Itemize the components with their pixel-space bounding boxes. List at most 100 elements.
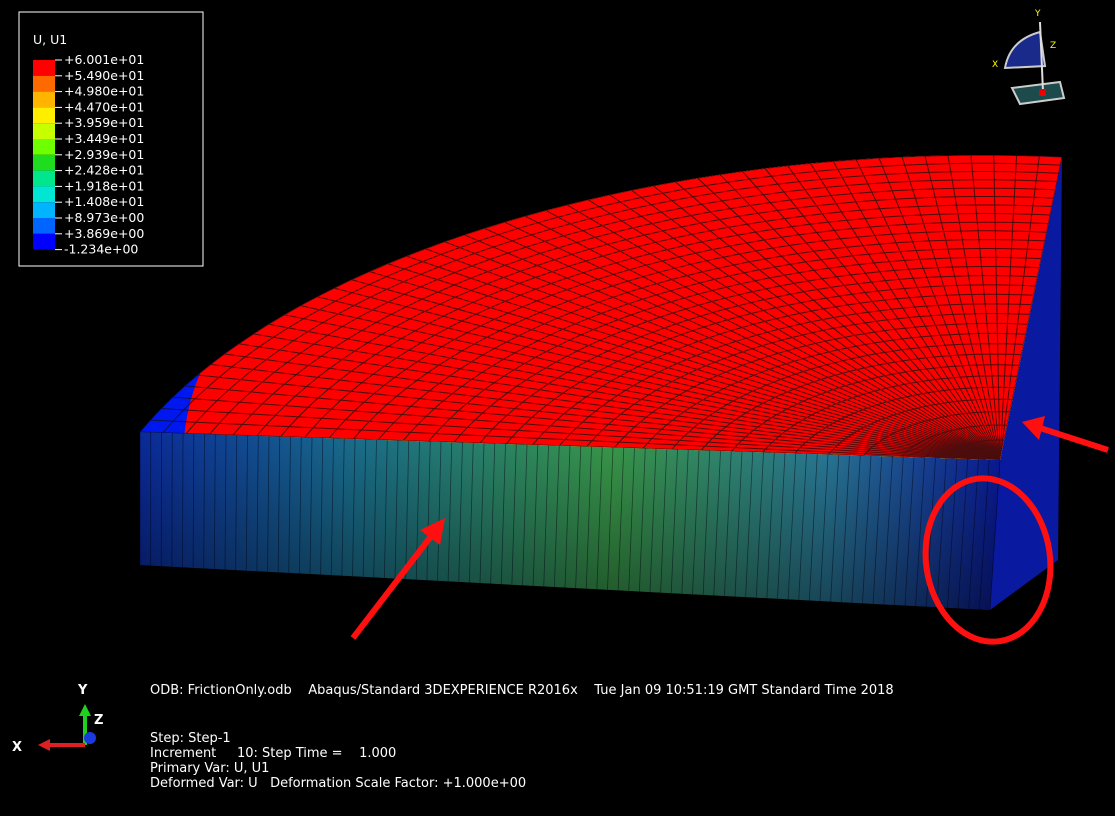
mesh-line xyxy=(764,168,1001,460)
side-mesh-line xyxy=(745,451,754,598)
mesh-ring xyxy=(353,230,1047,440)
side-mesh-line xyxy=(596,447,603,590)
legend-swatch xyxy=(33,233,55,250)
legend-label: +3.959e+01 xyxy=(64,115,144,130)
side-mesh-line xyxy=(989,459,1001,611)
mesh-line xyxy=(653,185,1001,460)
legend-label: +3.869e+00 xyxy=(64,226,144,241)
mesh-ring xyxy=(828,398,1013,455)
legend-title: U, U1 xyxy=(33,32,67,47)
mesh-line xyxy=(832,161,1001,460)
odb-line: ODB: FrictionOnly.odb Abaqus/Standard 3D… xyxy=(150,683,894,698)
mesh-line xyxy=(351,279,1001,460)
mesh-ring xyxy=(505,284,1036,445)
legend-swatch xyxy=(33,60,55,76)
side-mesh-line xyxy=(723,451,732,596)
side-mesh-line xyxy=(936,458,947,608)
side-mesh xyxy=(139,432,1001,611)
mesh-line xyxy=(172,396,1001,460)
side-mesh-line xyxy=(830,454,840,602)
arrow xyxy=(350,533,435,640)
legend-label: -1.234e+00 xyxy=(64,242,138,257)
mesh-line xyxy=(161,407,1001,460)
mesh-line xyxy=(387,263,1001,460)
mesh-line xyxy=(525,215,1001,460)
mesh-ring xyxy=(559,303,1032,447)
mesh-ring xyxy=(304,213,1051,438)
side-mesh-line xyxy=(628,448,635,591)
mesh-line xyxy=(545,209,1001,460)
mesh-ring xyxy=(642,332,1026,449)
mesh-line xyxy=(184,385,1001,460)
axis-label: Y xyxy=(77,683,88,698)
side-mesh-line xyxy=(607,447,614,590)
arrowhead xyxy=(420,518,445,545)
legend-label: +2.428e+01 xyxy=(64,163,144,178)
legend-label: +4.470e+01 xyxy=(64,99,144,114)
legend-swatch xyxy=(33,202,55,218)
mesh-line xyxy=(999,155,1018,460)
legend-label: +1.918e+01 xyxy=(64,178,144,193)
legend-swatch xyxy=(33,218,55,234)
side-mesh-line xyxy=(394,440,399,579)
mesh-line xyxy=(444,241,1001,460)
side-mesh-line xyxy=(458,442,463,582)
side-mesh-line xyxy=(851,455,861,603)
side-mesh-line xyxy=(352,438,356,577)
mesh-line xyxy=(697,177,1001,460)
side-mesh-line xyxy=(373,439,377,578)
mesh-line xyxy=(993,155,1001,460)
mesh-ring xyxy=(943,439,1005,459)
legend-label: +1.408e+01 xyxy=(64,194,144,209)
side-mesh-line xyxy=(522,444,528,586)
side-mesh-line xyxy=(490,443,496,584)
side-mesh-line xyxy=(341,438,345,576)
side-mesh-line xyxy=(468,442,474,583)
side-mesh-line xyxy=(203,434,205,569)
side-mesh-line xyxy=(267,436,270,572)
legend-swatch xyxy=(33,186,55,203)
legend-label: +4.980e+01 xyxy=(64,84,144,99)
triad-origin xyxy=(1039,89,1046,96)
side-mesh-line xyxy=(670,449,678,594)
legend-swatch xyxy=(33,170,55,187)
side-mesh-line xyxy=(426,441,431,581)
side-mesh-line xyxy=(692,450,700,595)
mesh-line xyxy=(970,155,1001,460)
mesh-line xyxy=(300,305,1001,460)
highlight-ellipse xyxy=(922,475,1054,645)
side-mesh-line xyxy=(585,446,592,589)
side-mesh-line xyxy=(192,433,195,568)
mesh-ring xyxy=(901,424,1008,458)
mesh-line xyxy=(268,323,1001,460)
mesh-line xyxy=(284,314,1001,460)
arrow xyxy=(1039,425,1109,453)
mesh-line xyxy=(999,156,1062,460)
side-mesh-line xyxy=(968,459,979,609)
side-mesh-line xyxy=(500,443,506,585)
triad-base xyxy=(1010,80,1066,106)
mesh-ring xyxy=(232,187,1056,436)
triad-label: Y xyxy=(1034,9,1041,19)
side-mesh-line xyxy=(883,456,893,605)
mesh-ring xyxy=(863,411,1010,456)
mesh-line xyxy=(369,271,1001,460)
mesh-ring xyxy=(428,256,1042,442)
view-triad: Y Z X xyxy=(992,9,1066,106)
info: ODB: FrictionOnly.odb Abaqus/Standard 3D… xyxy=(150,683,894,791)
side-mesh-line xyxy=(819,454,829,602)
side-mesh-line xyxy=(245,435,248,571)
mesh-ring xyxy=(209,179,1058,435)
mesh-line xyxy=(224,353,1001,460)
side-mesh-line xyxy=(798,453,807,600)
mesh-line xyxy=(150,419,1001,460)
side-mesh-line xyxy=(511,444,517,585)
mesh-line xyxy=(810,163,1001,460)
side-mesh-line xyxy=(638,448,646,592)
mesh-line xyxy=(484,227,1001,460)
axis-triad: Y Z X xyxy=(12,683,103,755)
mesh-line xyxy=(999,156,1040,460)
side-mesh-line xyxy=(660,449,668,593)
legend-swatch xyxy=(33,107,55,124)
